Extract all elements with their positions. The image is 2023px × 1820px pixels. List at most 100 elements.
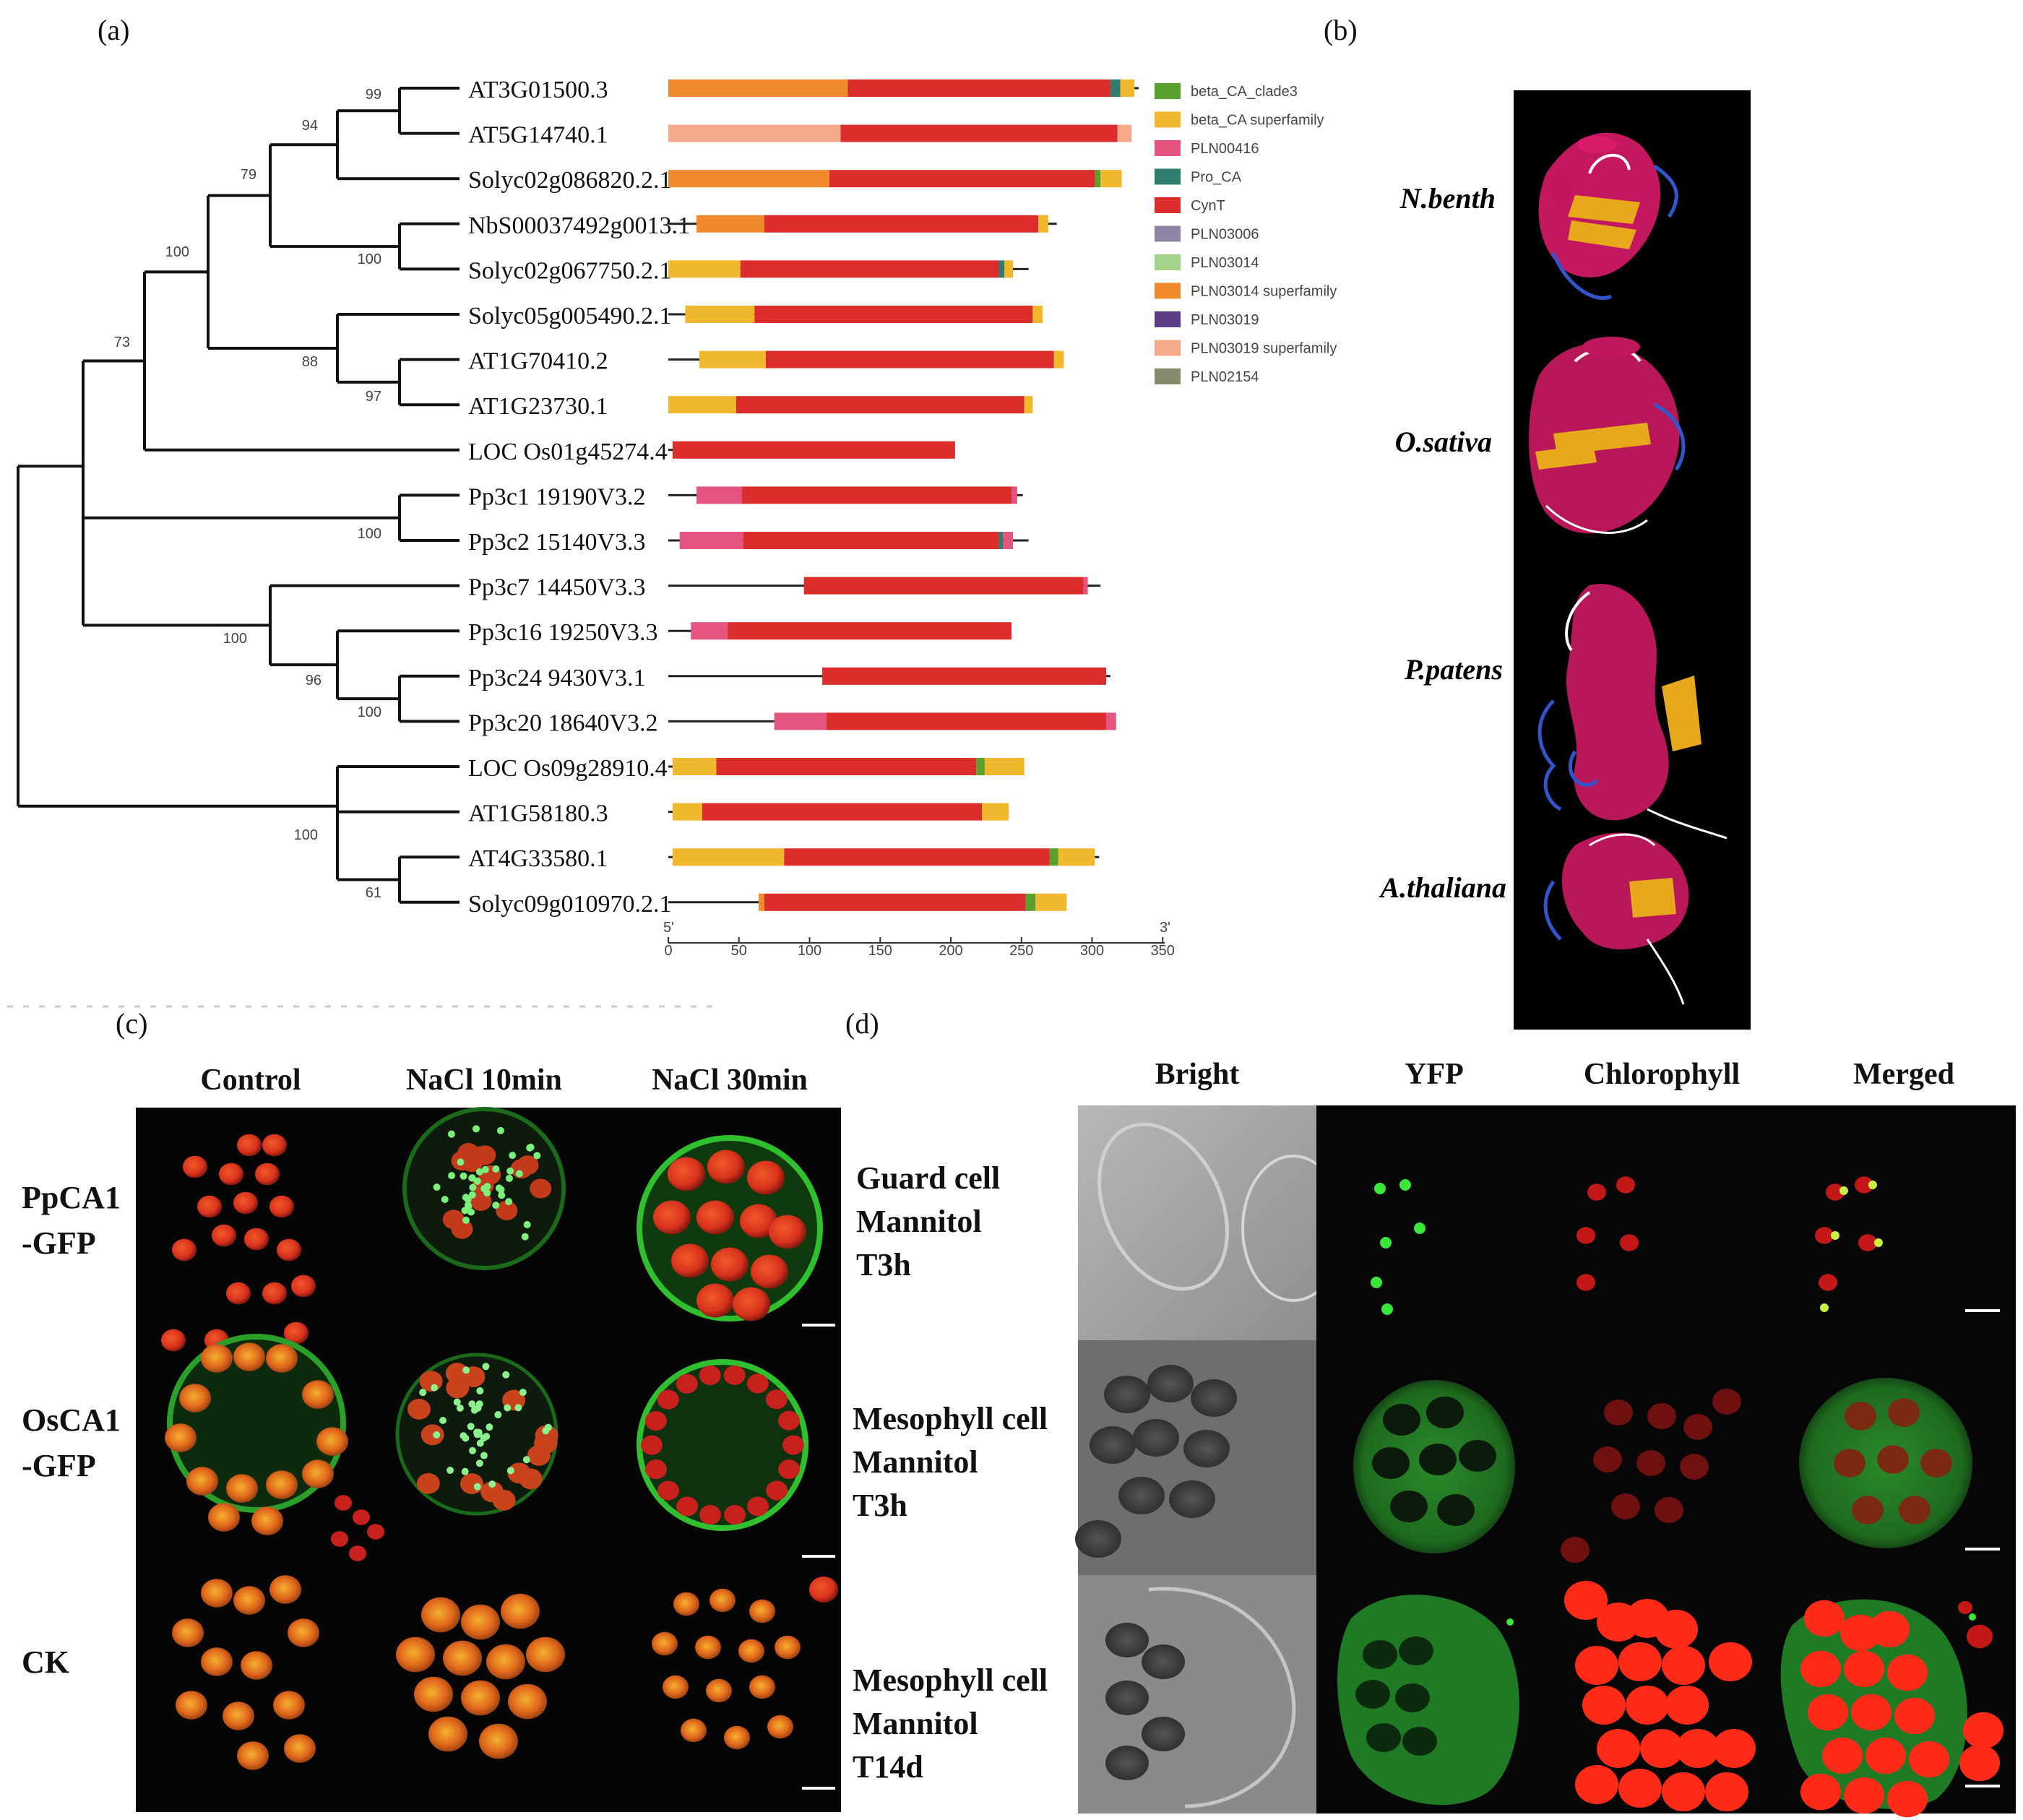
domain-segment (765, 350, 1054, 368)
domain-segment (1049, 848, 1058, 866)
chloroplast (671, 1243, 709, 1278)
chloroplast (460, 1473, 484, 1494)
bootstrap-label: 100 (165, 244, 189, 260)
chloroplast (284, 1321, 309, 1345)
gfp-dot (482, 1363, 490, 1371)
domain-segment (668, 260, 741, 278)
domain-segment (822, 667, 1107, 685)
chloroplast (644, 1459, 667, 1480)
chloroplast-shadow (1399, 1636, 1433, 1665)
chloroplast (1909, 1741, 1949, 1778)
chloroplast (262, 1134, 287, 1157)
chloroplast (1822, 1737, 1863, 1774)
chloroplast (251, 1506, 283, 1535)
bright-chloroplast (1118, 1477, 1165, 1514)
chloroplast (349, 1545, 366, 1561)
domain-segment (672, 441, 955, 459)
chloroplast (1877, 1445, 1909, 1474)
legend-entry: PLN03014 superfamily (1191, 284, 1337, 300)
axis-3prime: 3' (1160, 920, 1170, 936)
chloroplast (1888, 1398, 1920, 1427)
gene-label: AT1G58180.3 (468, 801, 608, 827)
axis-tick-label: 200 (939, 943, 962, 959)
scale-bar-c2 (802, 1555, 835, 1558)
gfp-dot (1969, 1613, 1976, 1621)
chloroplast (186, 1467, 218, 1496)
chloroplast (1815, 1227, 1834, 1244)
gene-labels: AT3G01500.3 AT5G14740.1 Solyc02g086820.2.1… (468, 77, 690, 918)
chloroplast (302, 1459, 334, 1488)
chloroplast (1844, 1777, 1884, 1814)
scale-bar-d2 (1965, 1548, 2000, 1551)
chloroplast (284, 1734, 316, 1763)
chloroplast (769, 1215, 806, 1249)
scale-bar-c1 (802, 1324, 835, 1327)
chloroplast (237, 1741, 269, 1770)
chloroplast (1967, 1624, 1993, 1649)
chloroplast (740, 1204, 777, 1238)
col-nacl-30min: NaCl 30min (652, 1064, 808, 1097)
gfp-dot (472, 1125, 480, 1133)
gfp-dot (523, 1220, 531, 1228)
row-meso1-line3: T3h (853, 1488, 907, 1523)
chloroplast (775, 1635, 801, 1660)
chloroplast (226, 1282, 251, 1305)
chloroplast (519, 1468, 543, 1490)
chloroplast (657, 1480, 680, 1501)
chloroplast (777, 1410, 800, 1431)
chloroplast (696, 1283, 734, 1318)
domain-segment (672, 848, 785, 866)
gene-label: NbS00037492g0013.1 (468, 212, 690, 239)
gfp-dot (488, 1480, 496, 1488)
gfp-dot (467, 1423, 475, 1431)
chloroplast (527, 1444, 551, 1466)
domain-segment (743, 532, 999, 549)
gene-label: AT4G33580.1 (468, 845, 608, 872)
panel-d-label: (d) (845, 1007, 879, 1040)
domain-segment (984, 758, 1025, 775)
legend-swatch (1155, 340, 1181, 356)
domain-segment (976, 758, 985, 775)
chloroplast (530, 1178, 552, 1199)
chloroplast (479, 1723, 518, 1759)
chloroplast (1869, 1610, 1910, 1648)
gfp-dot (468, 1400, 476, 1408)
gfp-dot (521, 1233, 529, 1241)
legend-entry: beta_CA superfamily (1191, 113, 1324, 129)
bright-chloroplast (1191, 1379, 1237, 1417)
gfp-dot (533, 1152, 541, 1160)
chloroplast (1958, 1601, 1972, 1614)
chloroplast (445, 1363, 469, 1384)
gfp-dot (475, 1168, 483, 1176)
gfp-dot (497, 1186, 505, 1194)
gfp-dot (453, 1398, 461, 1406)
gfp-dot (502, 1371, 510, 1379)
chloroplast (1676, 1729, 1720, 1768)
chloroplast (508, 1683, 547, 1720)
row-osca1-line1: OsCA1 (22, 1402, 121, 1438)
chloroplast (1959, 1744, 2000, 1782)
gfp-dot (492, 1202, 500, 1209)
chloroplast (219, 1163, 243, 1186)
domain-segment (672, 758, 717, 775)
structure-o-sativa (1529, 337, 1686, 534)
gfp-dot (505, 1174, 513, 1182)
chloroplast (1647, 1403, 1676, 1429)
legend-entry: PLN02154 (1191, 369, 1259, 385)
gene-label: Pp3c24 9430V3.1 (468, 665, 646, 691)
col-merged: Merged (1853, 1058, 1954, 1091)
gene-label: Solyc05g005490.2.1 (468, 303, 671, 329)
axis-tick-label: 150 (868, 943, 892, 959)
chloroplast-shadow (1459, 1440, 1496, 1472)
domain-segment (826, 712, 1107, 730)
species-o-sativa: O.sativa (1395, 426, 1492, 458)
row-meso1-line2: Mannitol (853, 1444, 978, 1480)
chloroplast (172, 1618, 204, 1647)
row-label-meso-t3h: Mesophyll cell Mannitol T3h (853, 1401, 1048, 1523)
gfp-dot (462, 1434, 470, 1442)
row-meso2-line3: T14d (853, 1749, 923, 1785)
chloroplast (641, 1435, 663, 1455)
bootstrap-label: 100 (223, 631, 247, 647)
length-axis: 5' 3' 0 50 100 150 200 250 300 350 (663, 920, 1175, 959)
chloroplast (695, 1635, 721, 1660)
